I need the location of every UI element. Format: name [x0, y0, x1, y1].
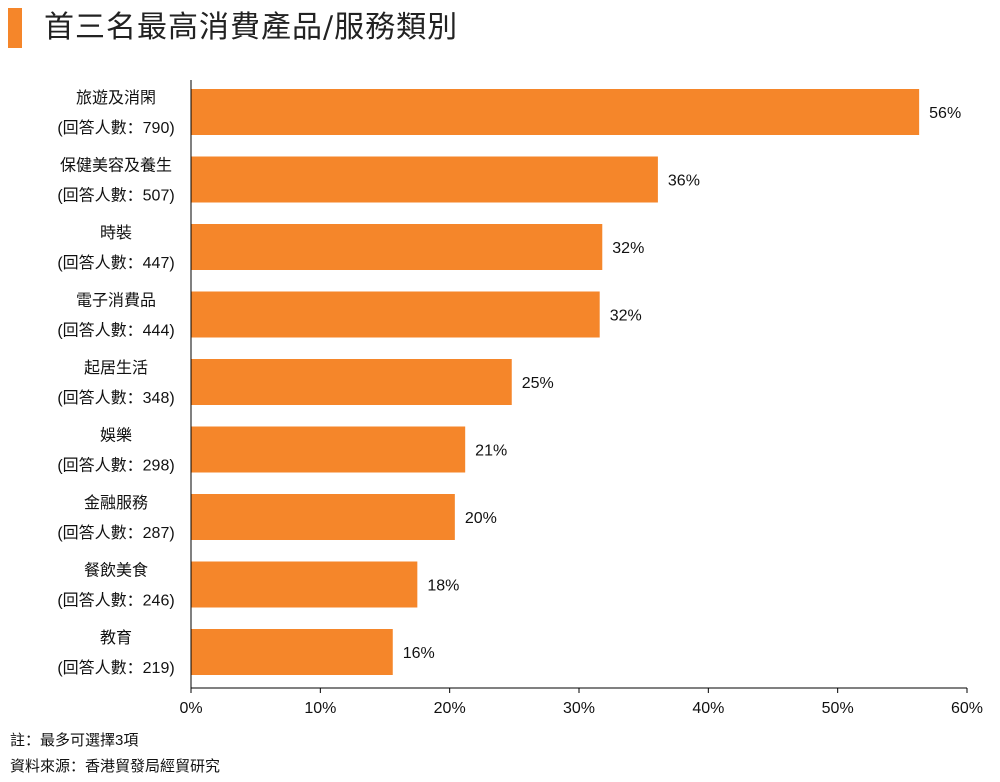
data-label: 16%: [403, 645, 435, 662]
bar: [191, 156, 658, 203]
x-tick-label: 50%: [822, 700, 854, 717]
category-respondents-label: (回答人數：790): [57, 119, 174, 137]
category-respondents-label: (回答人數：287): [57, 524, 174, 542]
category-respondents-label: (回答人數：348): [57, 389, 174, 407]
data-label: 32%: [610, 308, 642, 325]
data-label: 20%: [465, 510, 497, 527]
bar: [191, 359, 512, 405]
bar: [191, 561, 418, 608]
data-label: 36%: [668, 173, 700, 190]
source-text: 資料來源：香港貿發局經貿研究: [10, 758, 221, 775]
category-label: 娛樂: [100, 427, 132, 445]
category-respondents-label: (回答人數：447): [57, 254, 174, 272]
category-label: 時裝: [100, 224, 132, 242]
category-respondents-label: (回答人數：219): [57, 659, 174, 677]
category-label: 電子消費品: [76, 292, 156, 310]
bar: [191, 224, 603, 270]
title-accent-bar: [8, 8, 22, 48]
bar: [191, 629, 393, 675]
category-label: 教育: [100, 629, 132, 647]
category-label: 旅遊及消閑: [76, 89, 156, 107]
x-tick-label: 20%: [434, 700, 466, 717]
chart-notes: 註：最多可選擇3項 資料來源：香港貿發局經貿研究: [10, 728, 220, 780]
bar: [191, 426, 466, 473]
category-label: 金融服務: [84, 494, 148, 512]
category-label: 保健美容及養生: [60, 157, 172, 175]
bar: [191, 89, 920, 135]
x-tick-label: 40%: [692, 700, 724, 717]
category-respondents-label: (回答人數：507): [57, 187, 174, 205]
data-label: 25%: [522, 375, 554, 392]
data-label: 56%: [929, 105, 961, 122]
chart-title: 首三名最高消費產品/服務類別: [44, 10, 459, 45]
bar: [191, 494, 455, 540]
data-label: 21%: [475, 443, 507, 460]
category-respondents-label: (回答人數：298): [57, 457, 174, 475]
category-label: 起居生活: [84, 359, 148, 377]
x-tick-label: 60%: [951, 700, 983, 717]
x-tick-label: 10%: [304, 700, 336, 717]
category-label: 餐飲美食: [84, 562, 148, 580]
x-tick-label: 0%: [179, 700, 202, 717]
category-respondents-label: (回答人數：444): [57, 322, 174, 340]
bar: [191, 291, 600, 338]
data-label: 32%: [612, 240, 644, 257]
category-respondents-label: (回答人數：246): [57, 592, 174, 610]
data-label: 18%: [427, 578, 459, 595]
note-text: 註：最多可選擇3項: [10, 732, 139, 749]
x-tick-label: 30%: [563, 700, 595, 717]
